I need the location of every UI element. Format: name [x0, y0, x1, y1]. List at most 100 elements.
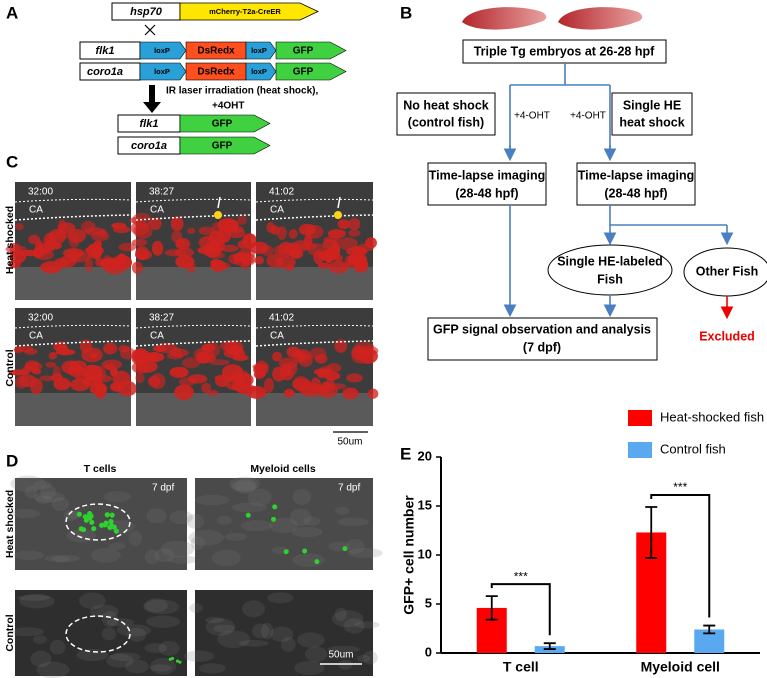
tissue-texture [125, 659, 150, 674]
flow-text: No heat shock [403, 98, 488, 112]
red-cells [334, 339, 348, 353]
red-cells [67, 364, 85, 377]
panel-label: D [6, 451, 18, 470]
vessel-outline [135, 324, 252, 329]
vessel-outline [135, 214, 252, 221]
tissue-texture [103, 491, 131, 503]
tissue-texture [334, 607, 347, 622]
tissue-texture [106, 653, 134, 668]
tissue-texture [238, 639, 269, 647]
red-cells [149, 217, 162, 230]
red-cells [31, 368, 42, 375]
promoter: flk1 [96, 45, 115, 57]
timestamp: 32:00 [28, 187, 53, 198]
tissue-texture [52, 556, 70, 563]
treatment: +4OHT [212, 101, 245, 112]
red-cells [221, 364, 244, 380]
tissue-texture [228, 476, 261, 492]
vessel-outline [14, 324, 132, 329]
panel-label: C [6, 152, 18, 171]
red-cells [272, 351, 282, 362]
tissue-texture [292, 553, 325, 567]
tissue-texture [17, 594, 51, 601]
vessel-label: CA [270, 331, 284, 342]
tissue-texture [241, 600, 266, 618]
construct-diagram: hsp70 mCherry-T2a-CreER flk1 loxP DsRedx… [79, 2, 347, 155]
gfp-cell [89, 519, 95, 525]
legend-swatch [628, 410, 652, 426]
tissue-texture [169, 510, 193, 525]
tissue-texture [90, 548, 121, 563]
panel-label: A [6, 3, 18, 22]
gfp-label: GFP [293, 46, 314, 57]
tissue-texture [109, 652, 141, 662]
flow-text: (control fish) [408, 115, 484, 129]
pointer-arrow [337, 196, 341, 209]
red-cells [325, 377, 335, 393]
result: coro1a GFP [117, 136, 271, 155]
y-tick-label: 15 [418, 497, 432, 512]
gfp-cell [342, 546, 348, 552]
red-cells [252, 363, 269, 370]
red-cells [285, 361, 298, 376]
tissue-texture [261, 622, 274, 640]
red-cells [327, 229, 346, 239]
column-label: T cells [84, 463, 117, 475]
red-cells [186, 227, 196, 235]
embryo-icon [558, 7, 643, 30]
tissue-texture [128, 530, 142, 547]
gfp-cell [314, 559, 320, 565]
red-cells [285, 264, 295, 272]
significance-bracket [490, 583, 551, 636]
vessel-outline [255, 198, 374, 203]
tissue-texture [186, 514, 205, 529]
red-cells [53, 377, 71, 391]
cassette-label: mCherry-T2a-CreER [209, 7, 281, 16]
y-tick-label: 0 [425, 644, 432, 659]
tissue-texture [89, 604, 119, 619]
micrograph [15, 590, 187, 676]
red-cells [323, 236, 341, 243]
stage-label: 7 dpf [338, 483, 360, 494]
red-cells [247, 385, 267, 399]
red-cells [134, 249, 153, 261]
tissue-texture [76, 648, 109, 662]
tissue-texture [240, 520, 273, 532]
red-cells [273, 245, 290, 256]
red-cells [109, 367, 118, 377]
red-cells [68, 232, 80, 248]
tissue-texture [106, 618, 135, 627]
gfp-cell [104, 512, 110, 518]
gfp-label: GFP [212, 141, 233, 152]
red-cells [113, 225, 131, 234]
bar [694, 629, 725, 653]
red-cells [223, 348, 246, 359]
micrograph [195, 478, 373, 570]
red-cells [93, 240, 103, 248]
red-cells [367, 388, 379, 399]
stage-label: 7 dpf [152, 483, 174, 494]
tissue-texture [217, 630, 251, 648]
red-cells [170, 216, 184, 232]
tissue-texture [144, 643, 168, 653]
tissue-texture [345, 539, 365, 554]
tissue-texture [205, 618, 236, 636]
tissue-texture [189, 603, 203, 613]
tissue-texture [24, 485, 38, 499]
loxp [139, 41, 187, 60]
vessel-label: CA [270, 205, 284, 216]
red-cells [198, 226, 215, 236]
y-axis-label: GFP+ cell number [401, 495, 417, 615]
gfp-cell [91, 526, 97, 532]
promoter: flk1 [140, 118, 159, 130]
tissue-layer [256, 267, 373, 300]
flow-text: Single HE [623, 98, 681, 112]
red-cells [5, 245, 27, 254]
tissue-texture [216, 515, 232, 525]
vessel-label: CA [29, 331, 43, 342]
tissue-texture [303, 516, 321, 526]
red-cells [95, 383, 107, 399]
red-cells [151, 240, 164, 256]
red-cells [150, 373, 166, 390]
